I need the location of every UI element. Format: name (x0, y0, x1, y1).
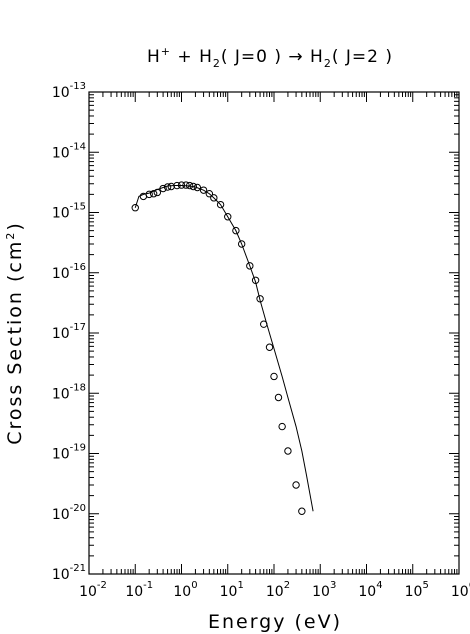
chart-title: H+ + H2( J=0 ) → H2( J=2 ) (147, 45, 393, 70)
x-tick-label: 104 (358, 580, 382, 600)
x-axis-label: Energy (eV) (208, 611, 342, 633)
label-part: Cross Section (cm (4, 240, 26, 445)
x-tick-label: 10-2 (79, 580, 107, 600)
x-tick-labels: 10-2 10-1 100 101 102 103 104 105 106 (79, 580, 470, 600)
data-point (210, 194, 218, 202)
data-point (153, 188, 162, 197)
x-tick-label: 10-1 (125, 580, 153, 600)
x-tick-label: 105 (405, 580, 429, 600)
label-part: ( J=2 ) (332, 47, 393, 67)
data-point (265, 343, 274, 351)
data-point (193, 183, 202, 192)
data-point (216, 200, 225, 209)
data-point (182, 181, 190, 189)
data-point (205, 190, 214, 198)
data-point (251, 276, 260, 284)
data-point (189, 182, 198, 191)
data-point (246, 262, 254, 270)
data-point (256, 295, 264, 303)
y-tick-label: 10-16 (52, 262, 86, 282)
y-tick-label: 10-13 (52, 81, 86, 101)
y-axis-label: Cross Section (cm2) (4, 221, 26, 445)
data-point (224, 213, 232, 221)
data-point (237, 240, 246, 248)
y-tick-label: 10-14 (52, 141, 86, 161)
data-point (167, 182, 175, 191)
label-part: + (161, 45, 171, 58)
data-point (131, 204, 139, 212)
data-point (284, 447, 292, 455)
series-line (134, 185, 314, 512)
data-point (199, 186, 208, 194)
data-point (232, 226, 240, 235)
label-part: 2 (4, 231, 17, 240)
data-point (185, 181, 194, 190)
data-point (159, 184, 167, 193)
x-tick-label: 106 (451, 580, 470, 600)
data-series (131, 181, 314, 515)
data-point (260, 320, 268, 328)
data-point (145, 190, 153, 199)
y-tick-label: 10-18 (52, 382, 86, 402)
data-point (298, 507, 306, 515)
label-part: ( J=0 ) → H (221, 47, 324, 67)
data-point (274, 393, 283, 402)
x-tick-label: 100 (173, 580, 197, 600)
axis-ticks (88, 91, 460, 575)
y-tick-label: 10-21 (52, 563, 86, 583)
y-tick-label: 10-15 (52, 202, 86, 222)
x-tick-label: 103 (312, 580, 336, 600)
x-tick-label: 102 (266, 580, 290, 600)
x-tick-label: 101 (220, 580, 244, 600)
data-point (292, 481, 300, 489)
label-part: H (147, 47, 161, 67)
label-part: ) (4, 221, 26, 230)
data-point (173, 181, 181, 190)
label-part: 2 (324, 57, 332, 70)
y-tick-labels: 10-13 10-14 10-15 10-16 10-17 10-18 10-19 10-20… (52, 81, 86, 583)
label-part: 2 (213, 57, 221, 70)
data-point (163, 183, 172, 191)
plot-frame (88, 91, 460, 575)
data-point (177, 181, 186, 189)
data-point (149, 190, 158, 198)
label-part: + H (171, 47, 213, 67)
data-point (278, 422, 286, 431)
y-tick-label: 10-17 (52, 322, 86, 342)
y-tick-label: 10-19 (52, 443, 86, 463)
data-point (270, 372, 278, 381)
y-tick-label: 10-20 (52, 503, 86, 523)
